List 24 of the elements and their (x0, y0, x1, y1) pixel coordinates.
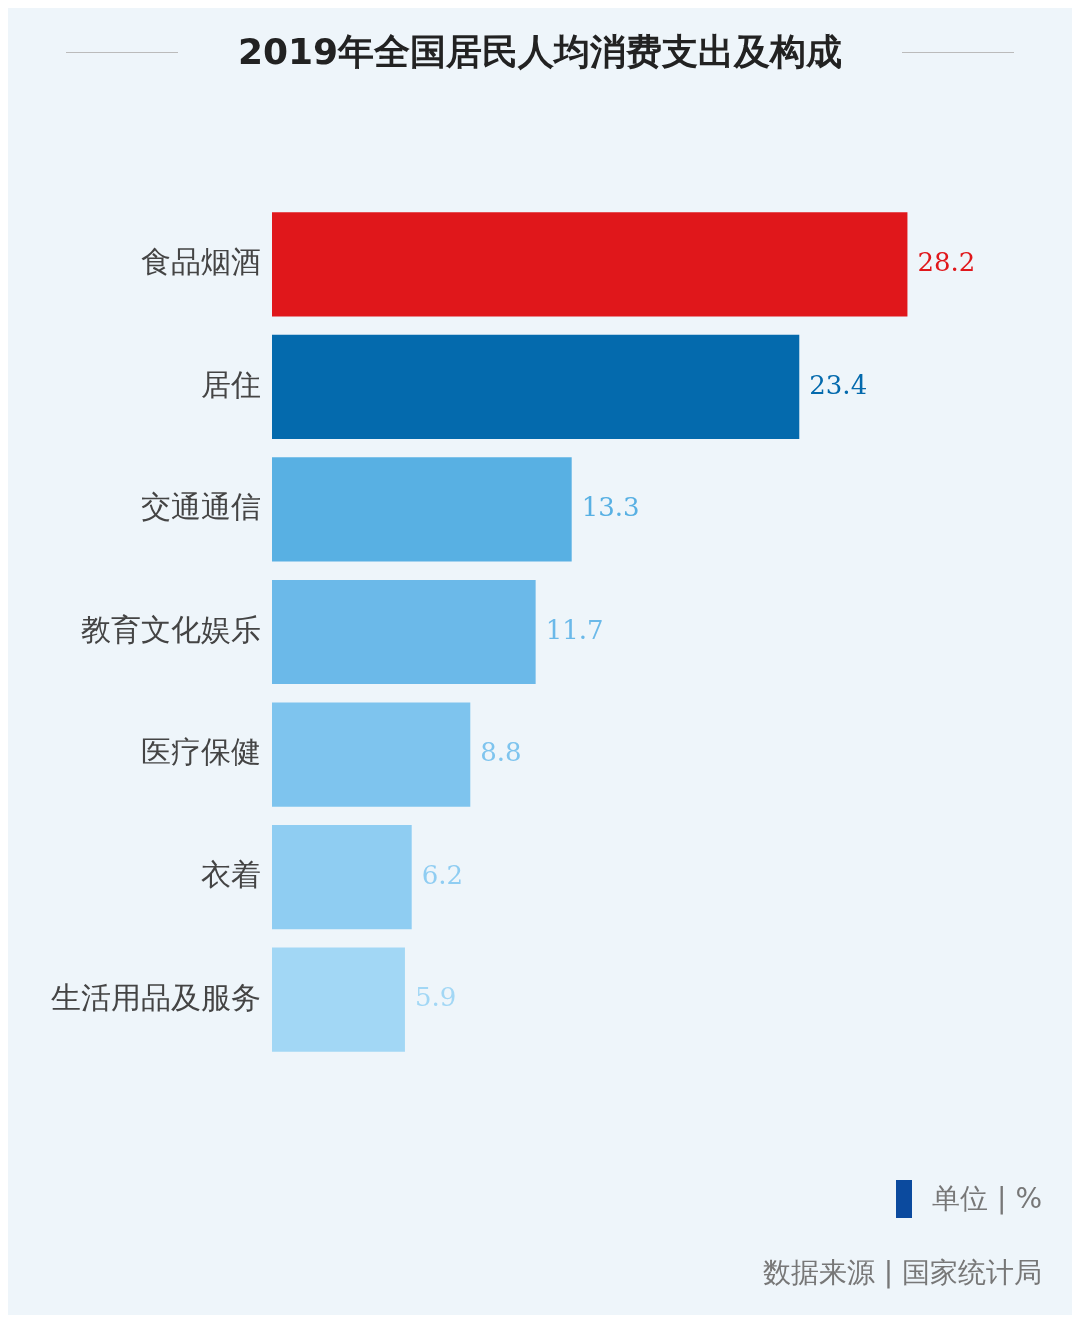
y-tick-label: 医疗保健 (141, 734, 261, 770)
data-label: 28.2 (917, 247, 976, 278)
y-tick-label: 居住 (201, 366, 261, 402)
data-label: 5.9 (414, 982, 457, 1013)
data-label: 13.3 (581, 492, 640, 523)
data-label: 23.4 (809, 369, 868, 400)
y-tick-label: 生活用品及服务 (51, 979, 261, 1015)
data-label: 8.8 (480, 737, 522, 768)
y-tick-label: 衣着 (201, 856, 261, 892)
data-label: 11.7 (545, 614, 604, 645)
bar (272, 579, 536, 685)
y-tick-label: 食品烟酒 (141, 244, 261, 280)
bar (272, 825, 412, 930)
bar (272, 212, 908, 317)
bar (272, 457, 572, 562)
bar (272, 947, 405, 1052)
bar (272, 334, 800, 439)
y-tick-label: 教育文化娱乐 (81, 611, 261, 647)
source-note: 数据来源 | 国家统计局 (762, 1255, 1042, 1291)
bar (272, 702, 471, 807)
chart-title: 2019年全国居民人均消费支出及构成 (237, 30, 843, 74)
data-label: 6.2 (421, 859, 464, 890)
y-tick-label: 交通通信 (141, 489, 261, 525)
text: 单位 | % (932, 1181, 1042, 1217)
